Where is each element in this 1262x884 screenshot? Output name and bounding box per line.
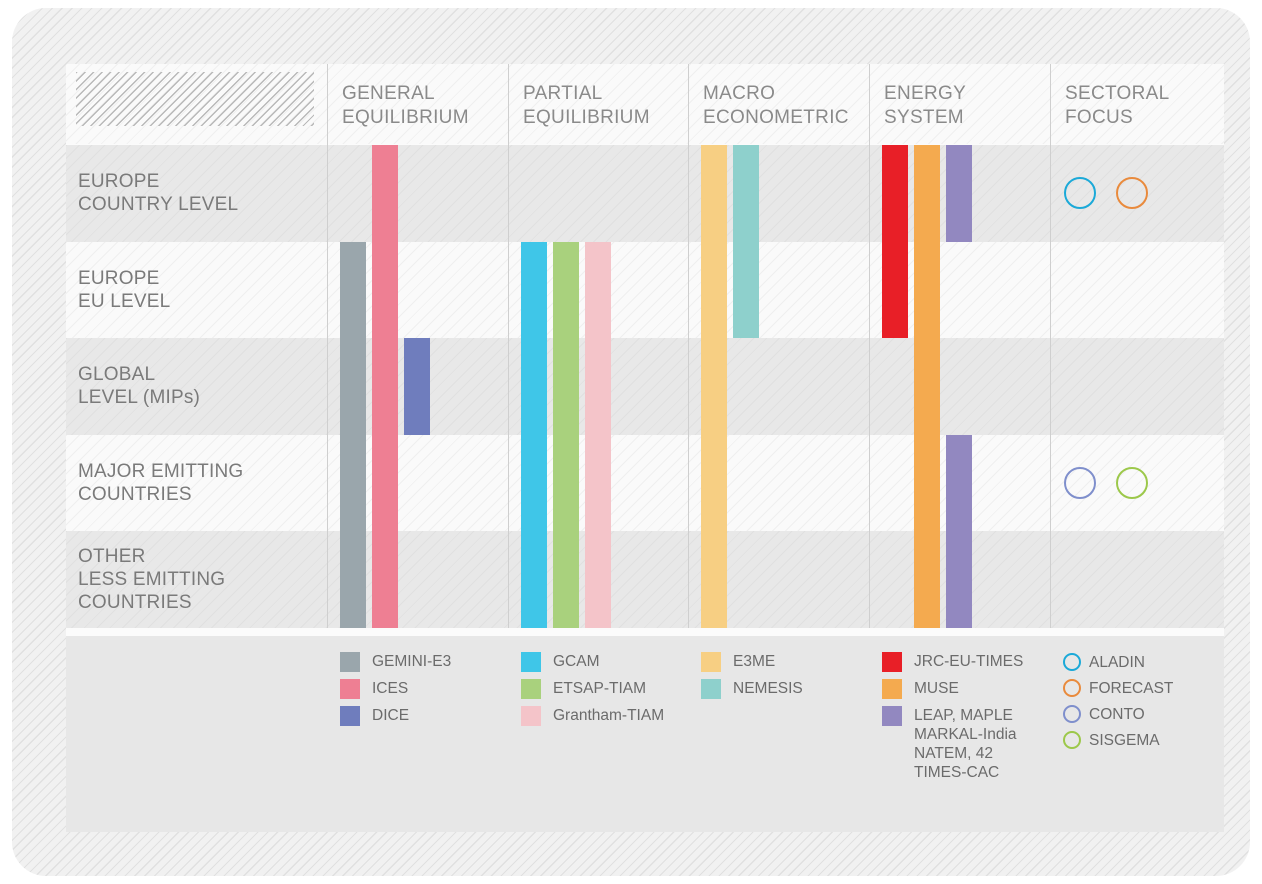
legend-item: CONTO xyxy=(1063,705,1145,724)
row-label: GLOBAL LEVEL (MIPs) xyxy=(78,364,201,409)
column-header: ENERGY SYSTEM xyxy=(884,83,967,128)
legend-label: NEMESIS xyxy=(733,680,803,697)
legend-item: Grantham-TIAM xyxy=(521,706,664,726)
legend-swatch xyxy=(882,706,902,726)
legend-circle-icon xyxy=(1063,731,1081,749)
row-label: EUROPE COUNTRY LEVEL xyxy=(78,171,239,216)
legend-swatch xyxy=(340,706,360,726)
legend-label: SISGEMA xyxy=(1089,732,1160,749)
row-label: EUROPE EU LEVEL xyxy=(78,267,171,312)
legend-item: JRC-EU-TIMES xyxy=(882,652,1023,672)
legend-swatch xyxy=(882,679,902,699)
row-label: MAJOR EMITTING COUNTRIES xyxy=(78,460,244,505)
model-bar xyxy=(521,241,547,628)
column-header: GENERAL EQUILIBRIUM xyxy=(342,83,469,128)
legend-circle-icon xyxy=(1063,679,1081,697)
column-header: SECTORAL FOCUS xyxy=(1065,83,1170,128)
model-bar xyxy=(914,145,940,628)
row-band xyxy=(66,531,1224,628)
model-bar xyxy=(946,145,972,242)
legend-label: LEAP, MAPLE MARKAL-India NATEM, 42 TIMES… xyxy=(914,707,1017,781)
row-band xyxy=(66,241,1224,338)
row-label: OTHER LESS EMITTING COUNTRIES xyxy=(78,545,226,613)
legend-item: LEAP, MAPLE MARKAL-India NATEM, 42 TIMES… xyxy=(882,706,1017,782)
column-header: PARTIAL EQUILIBRIUM xyxy=(523,83,650,128)
legend-swatch xyxy=(701,679,721,699)
legend-item: GCAM xyxy=(521,652,600,672)
legend-circle-icon xyxy=(1063,653,1081,671)
model-bar xyxy=(372,145,398,628)
legend-item: NEMESIS xyxy=(701,679,803,699)
legend-item: FORECAST xyxy=(1063,679,1173,698)
legend-label: JRC-EU-TIMES xyxy=(914,653,1024,670)
legend-swatch xyxy=(521,706,541,726)
legend-circle-icon xyxy=(1063,705,1081,723)
legend-swatch xyxy=(882,652,902,672)
row-band xyxy=(66,338,1224,435)
row-band xyxy=(66,434,1224,531)
sectoral-circle xyxy=(1116,177,1148,210)
legend-label: GCAM xyxy=(553,653,600,670)
model-bar xyxy=(553,241,579,628)
model-bar xyxy=(585,241,611,628)
legend-swatch xyxy=(521,652,541,672)
legend-label: GEMINI-E3 xyxy=(372,653,452,670)
corner-hatch xyxy=(76,72,314,126)
legend-item: E3ME xyxy=(701,652,775,672)
model-bar xyxy=(733,145,759,338)
legend-item: DICE xyxy=(340,706,409,726)
legend-label: ALADIN xyxy=(1089,654,1145,671)
column-divider xyxy=(1050,64,1051,628)
legend-swatch xyxy=(521,679,541,699)
model-bar xyxy=(882,145,908,338)
legend-label: MUSE xyxy=(914,680,959,697)
legend-swatch xyxy=(340,679,360,699)
sectoral-circle xyxy=(1064,177,1096,210)
model-bar xyxy=(340,241,366,628)
column-divider xyxy=(688,64,689,628)
legend-item: SISGEMA xyxy=(1063,731,1160,750)
model-bar xyxy=(701,145,727,628)
column-divider xyxy=(327,64,328,628)
legend-label: FORECAST xyxy=(1089,680,1174,697)
column-divider xyxy=(869,64,870,628)
legend-item: ALADIN xyxy=(1063,653,1145,672)
legend-label: Grantham-TIAM xyxy=(553,707,665,724)
legend-label: E3ME xyxy=(733,653,776,670)
legend xyxy=(66,636,1224,832)
legend-label: ETSAP-TIAM xyxy=(553,680,647,697)
row-band xyxy=(66,145,1224,242)
legend-swatch xyxy=(340,652,360,672)
sectoral-circle xyxy=(1116,466,1148,499)
legend-item: ETSAP-TIAM xyxy=(521,679,646,699)
legend-item: GEMINI-E3 xyxy=(340,652,451,672)
legend-item: ICES xyxy=(340,679,408,699)
model-bar xyxy=(946,434,972,628)
legend-label: ICES xyxy=(372,680,409,697)
legend-item: MUSE xyxy=(882,679,959,699)
column-divider xyxy=(508,64,509,628)
legend-swatch xyxy=(701,652,721,672)
column-header: MACRO ECONOMETRIC xyxy=(703,83,849,128)
legend-label: CONTO xyxy=(1089,706,1145,723)
sectoral-circle xyxy=(1064,466,1096,499)
legend-label: DICE xyxy=(372,707,410,724)
model-bar xyxy=(404,338,430,435)
